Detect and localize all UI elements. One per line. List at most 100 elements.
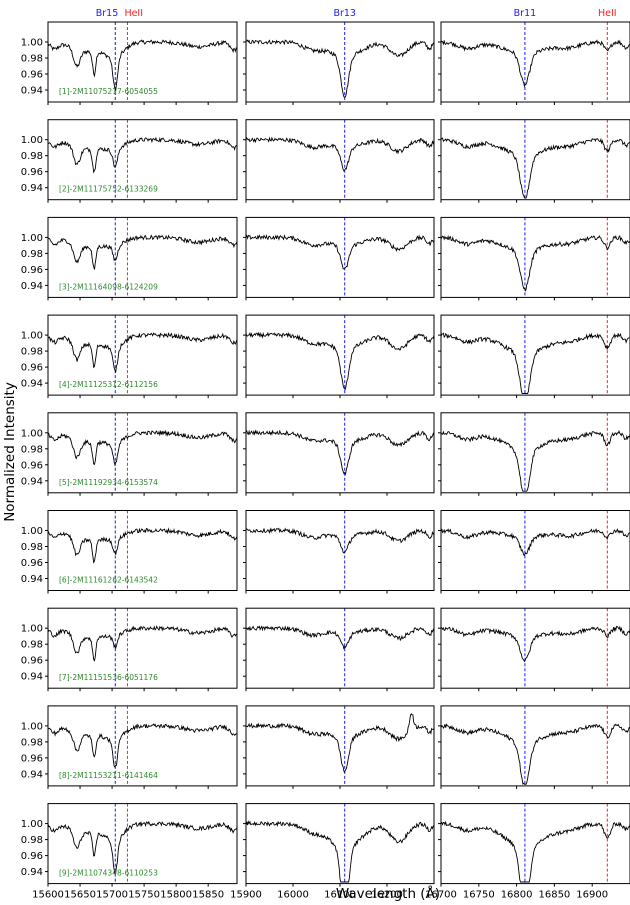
- y-tick-label: 0.96: [21, 753, 43, 764]
- x-tick-label: 15650: [64, 890, 96, 901]
- panel-frame-1-3: [440, 21, 630, 103]
- y-tick-label: 1.00: [21, 331, 43, 342]
- y-tick-label: 0.98: [21, 444, 43, 455]
- star-label-6: [6]-2M11161262-6143542: [59, 576, 158, 585]
- y-tick-label: 0.94: [21, 281, 43, 292]
- y-tick-label: 0.98: [21, 737, 43, 748]
- panel-frame-9-2: [245, 803, 435, 885]
- star-label-3: [3]-2M11164098-6124209: [59, 282, 158, 291]
- y-tick-label: 0.96: [21, 460, 43, 471]
- panel-frame-8-2: [245, 705, 435, 787]
- panel-frame-2-3: [440, 119, 630, 201]
- panel-frame-5-2: [245, 412, 435, 494]
- spectrum-star-9-panel-2: [245, 820, 435, 883]
- y-tick-label: 1.00: [21, 624, 43, 635]
- spectrum-star-7-panel-1: [47, 625, 238, 662]
- x-tick-label: 15750: [128, 890, 160, 901]
- marker-label-br11: Br11: [514, 8, 537, 19]
- y-tick-label: 0.94: [21, 379, 43, 390]
- y-tick-label: 0.96: [21, 265, 43, 276]
- panel-frame-7-2: [245, 607, 435, 689]
- panel-frame-2-2: [245, 119, 435, 201]
- x-tick-label: 15850: [192, 890, 224, 901]
- marker-label-heii: HeII: [598, 8, 617, 19]
- panel-frame-8-3: [440, 705, 630, 787]
- spectrum-star-4-panel-2: [245, 331, 435, 390]
- star-label-2: [2]-2M11175752-6133269: [59, 185, 158, 194]
- panel-frame-7-1: [47, 607, 238, 689]
- y-tick-label: 0.94: [21, 769, 43, 780]
- panel-frame-4-2: [245, 314, 435, 396]
- spectrum-star-9-panel-3: [440, 820, 630, 883]
- y-tick-label: 1.00: [21, 721, 43, 732]
- x-tick-label: 16100: [324, 890, 356, 901]
- panel-frame-5-1: [47, 412, 238, 494]
- spectrum-star-3-panel-3: [440, 234, 630, 292]
- panel-frames-layer: [47, 21, 630, 885]
- x-axis-label: Wavelength (Å): [336, 885, 440, 902]
- spectrum-star-5-panel-1: [47, 429, 238, 467]
- spectrum-star-8-panel-3: [440, 723, 630, 785]
- x-tick-label: 15600: [32, 890, 64, 901]
- star-label-5: [5]-2M11192934-6153574: [59, 478, 158, 487]
- spectrum-star-6-panel-2: [245, 527, 435, 554]
- ticks-layer: [45, 41, 593, 887]
- spectrum-star-4-panel-3: [440, 332, 630, 394]
- y-tick-label: 0.94: [21, 574, 43, 585]
- y-tick-label: 0.98: [21, 835, 43, 846]
- panel-frame-5-3: [440, 412, 630, 494]
- y-tick-label: 0.96: [21, 656, 43, 667]
- x-tick-label: 15700: [96, 890, 128, 901]
- x-tick-label: 16750: [463, 890, 495, 901]
- y-axis-label: Normalized Intensity: [2, 382, 18, 522]
- x-tick-label: 16800: [501, 890, 533, 901]
- y-tick-label: 0.94: [21, 86, 43, 97]
- y-tick-label: 0.98: [21, 151, 43, 162]
- star-label-8: [8]-2M11153211-6141464: [59, 771, 158, 780]
- spectrum-star-3-panel-1: [47, 234, 238, 270]
- y-tick-label: 0.94: [21, 476, 43, 487]
- spectrum-star-6-panel-3: [440, 528, 630, 557]
- y-tick-label: 1.00: [21, 233, 43, 244]
- spectrum-star-4-panel-1: [47, 332, 238, 373]
- spectrum-star-3-panel-2: [245, 234, 435, 270]
- spectrum-star-2-panel-3: [440, 137, 630, 199]
- spectrum-star-2-panel-2: [245, 136, 435, 172]
- y-tick-label: 0.94: [21, 183, 43, 194]
- marker-label-br13: Br13: [333, 8, 356, 19]
- x-tick-label: 15800: [160, 890, 192, 901]
- star-label-4: [4]-2M11125312-6112156: [59, 380, 158, 389]
- panel-frame-4-1: [47, 314, 238, 396]
- spectrum-star-7-panel-2: [245, 625, 435, 650]
- spectra-layer: [47, 39, 630, 883]
- y-tick-label: 0.96: [21, 851, 43, 862]
- panel-frame-3-1: [47, 216, 238, 298]
- y-tick-label: 0.98: [21, 54, 43, 65]
- y-tick-label: 0.98: [21, 249, 43, 260]
- panel-frame-9-3: [440, 803, 630, 885]
- panel-frame-9-1: [47, 803, 238, 885]
- panel-frame-1-1: [47, 21, 238, 103]
- panel-frame-1-2: [245, 21, 435, 103]
- marker-lines-layer: [114, 22, 608, 884]
- spectrum-star-1-panel-1: [47, 39, 238, 93]
- x-tick-label: 16000: [277, 890, 309, 901]
- x-tick-label: 15900: [230, 890, 262, 901]
- star-label-9: [9]-2M11074348-6110253: [59, 869, 158, 878]
- spectrum-star-1-panel-3: [440, 39, 630, 88]
- y-tick-label: 0.98: [21, 542, 43, 553]
- x-tick-label: 16850: [538, 890, 570, 901]
- marker-label-br15: Br15: [96, 8, 119, 19]
- panel-frame-6-1: [47, 510, 238, 591]
- y-tick-label: 0.94: [21, 867, 43, 878]
- panel-frame-6-2: [245, 510, 435, 591]
- panel-frame-8-1: [47, 705, 238, 787]
- panel-frame-7-3: [440, 607, 630, 689]
- spectrum-star-5-panel-2: [245, 429, 435, 476]
- y-tick-label: 1.00: [21, 38, 43, 49]
- y-tick-label: 0.96: [21, 558, 43, 569]
- spectrum-star-8-panel-2: [245, 713, 435, 774]
- y-tick-label: 0.96: [21, 70, 43, 81]
- spectrum-star-7-panel-3: [440, 625, 630, 663]
